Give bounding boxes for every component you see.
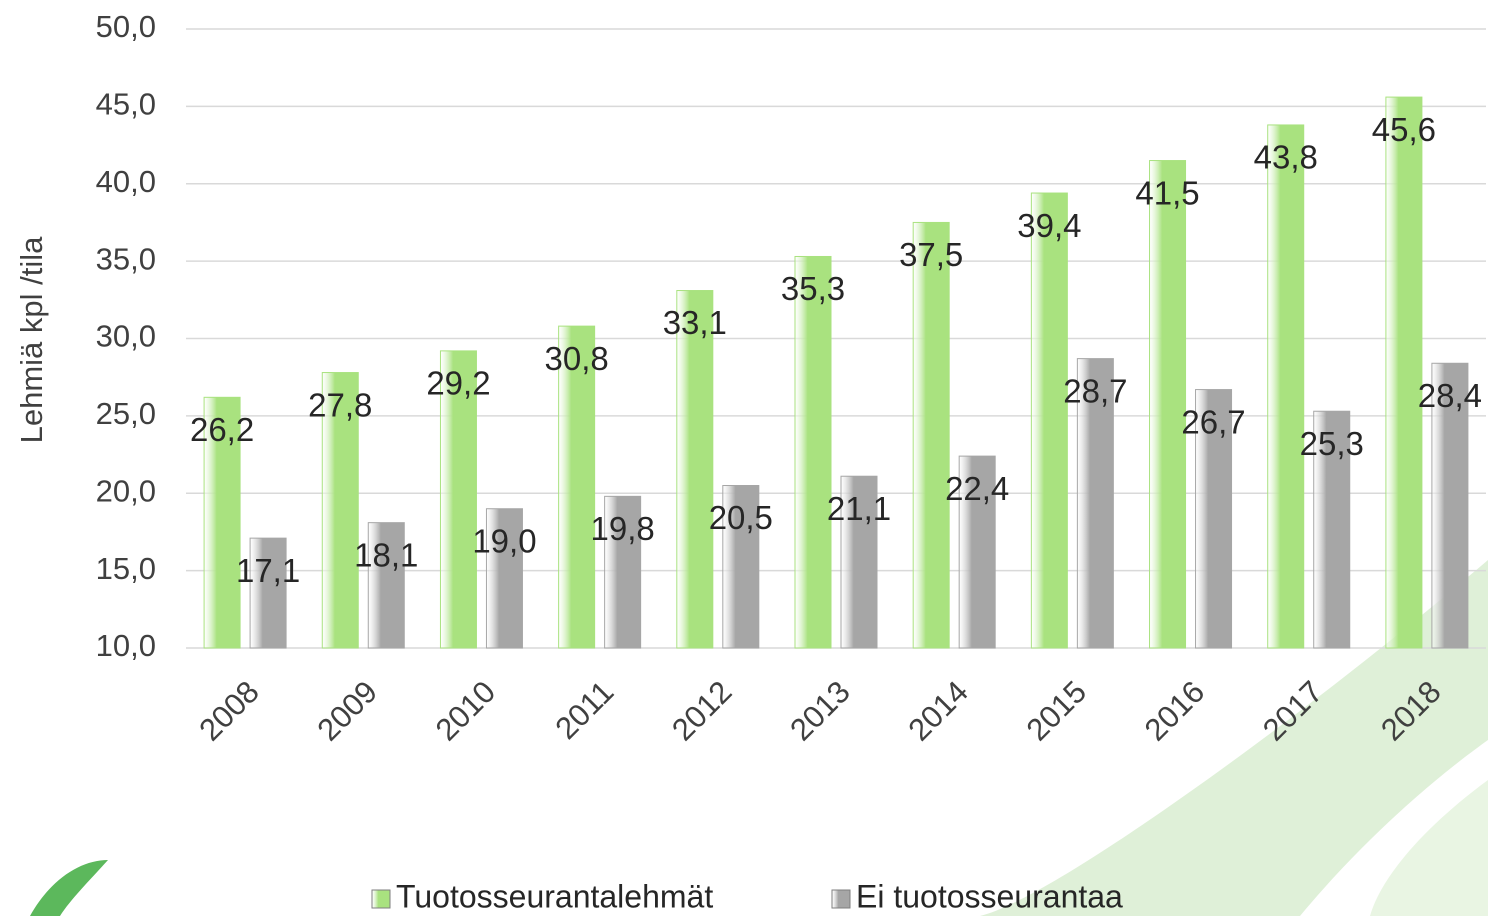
logo (30, 860, 108, 916)
bar (794, 255, 832, 649)
value-label: 21,1 (827, 490, 891, 527)
x-tick-label: 2011 (548, 674, 620, 746)
x-tick-label: 2014 (901, 674, 975, 748)
value-label: 26,2 (190, 411, 254, 448)
bar (912, 221, 950, 649)
value-label: 29,2 (426, 365, 490, 402)
value-label: 33,1 (663, 304, 727, 341)
value-label: 37,5 (899, 236, 963, 273)
bar (1149, 160, 1187, 649)
bar (676, 290, 714, 649)
value-label: 28,7 (1063, 372, 1127, 409)
bar (485, 508, 523, 649)
y-axis-title: Lehmiä kpl /tila (14, 236, 49, 444)
legend-swatch (371, 889, 391, 909)
value-label: 26,7 (1181, 403, 1245, 440)
value-label: 43,8 (1254, 139, 1318, 176)
bar (958, 455, 996, 649)
value-label: 45,6 (1372, 111, 1436, 148)
y-tick-label: 15,0 (96, 551, 156, 586)
x-tick-label: 2008 (192, 674, 266, 748)
bar (1195, 389, 1233, 649)
bar (1313, 410, 1351, 649)
value-label: 17,1 (236, 552, 300, 589)
bar (321, 372, 359, 649)
bar (558, 325, 596, 649)
value-label: 18,1 (354, 536, 418, 573)
value-label: 41,5 (1135, 174, 1199, 211)
value-label: 35,3 (781, 270, 845, 307)
y-tick-label: 20,0 (96, 473, 156, 508)
bar (1030, 192, 1068, 649)
decoration (980, 560, 1488, 916)
legend-label: Tuotosseurantalehmät (396, 878, 713, 914)
value-label: 28,4 (1418, 377, 1482, 414)
bar (1267, 124, 1305, 649)
bar (604, 495, 642, 649)
y-tick-label: 10,0 (96, 628, 156, 663)
bar (722, 485, 760, 649)
value-label: 22,4 (945, 470, 1009, 507)
x-tick-label: 2009 (310, 674, 384, 748)
bar (439, 350, 477, 649)
value-label: 20,5 (709, 499, 773, 536)
legend-swatch (831, 889, 851, 909)
bar (840, 475, 878, 649)
bar (203, 396, 241, 649)
value-label: 39,4 (1017, 207, 1081, 244)
bar (1431, 362, 1469, 649)
decoration (1370, 780, 1488, 916)
x-tick-label: 2012 (665, 674, 739, 748)
x-tick-label: 2015 (1020, 674, 1094, 748)
x-tick-label: 2013 (783, 674, 857, 748)
y-tick-label: 35,0 (96, 241, 156, 276)
y-tick-label: 40,0 (96, 164, 156, 199)
value-label: 25,3 (1300, 425, 1364, 462)
x-tick-label: 2016 (1138, 674, 1212, 748)
legend-label: Ei tuotosseurantaa (856, 878, 1123, 914)
bar (1076, 358, 1114, 649)
value-label: 30,8 (545, 340, 609, 377)
bar (249, 537, 287, 649)
y-tick-label: 45,0 (96, 87, 156, 122)
x-tick-label: 2010 (429, 674, 503, 748)
y-tick-label: 25,0 (96, 396, 156, 431)
bar (1385, 96, 1423, 649)
bar (367, 522, 405, 649)
y-tick-label: 30,0 (96, 319, 156, 354)
y-tick-label: 50,0 (96, 9, 156, 44)
value-label: 19,0 (472, 522, 536, 559)
value-label: 27,8 (308, 386, 372, 423)
value-label: 19,8 (591, 510, 655, 547)
